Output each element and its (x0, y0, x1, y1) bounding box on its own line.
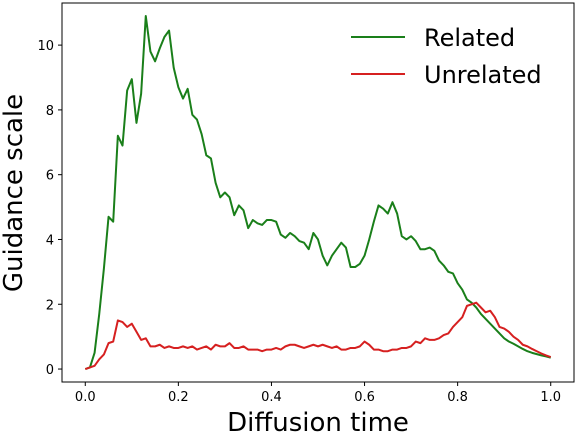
x-tick-label: 0.0 (75, 390, 96, 405)
y-tick-label: 4 (46, 233, 54, 248)
y-tick-label: 8 (46, 104, 54, 119)
series-line-unrelated (84, 301, 552, 370)
y-axis-label: Guidance scale (0, 94, 29, 292)
plot-lines (84, 14, 552, 370)
legend-label-related: Related (424, 24, 515, 52)
x-tick-label: 0.6 (354, 390, 375, 405)
y-tick-label: 0 (46, 363, 54, 378)
x-tick-label: 0.8 (447, 390, 468, 405)
legend-label-unrelated: Unrelated (424, 61, 542, 89)
y-tick-label: 6 (46, 169, 54, 184)
y-axis-ticks: 0 2 4 6 8 10 (37, 39, 62, 378)
legend: Related Unrelated (351, 24, 542, 89)
x-axis-ticks: 0.0 0.2 0.4 0.6 0.8 1.0 (75, 382, 561, 405)
x-tick-label: 1.0 (540, 390, 561, 405)
plot-frame (61, 2, 575, 383)
x-tick-label: 0.2 (168, 390, 189, 405)
x-axis-label: Diffusion time (227, 408, 409, 437)
y-tick-label: 10 (37, 39, 54, 54)
x-tick-label: 0.4 (261, 390, 282, 405)
y-tick-label: 2 (46, 298, 54, 313)
